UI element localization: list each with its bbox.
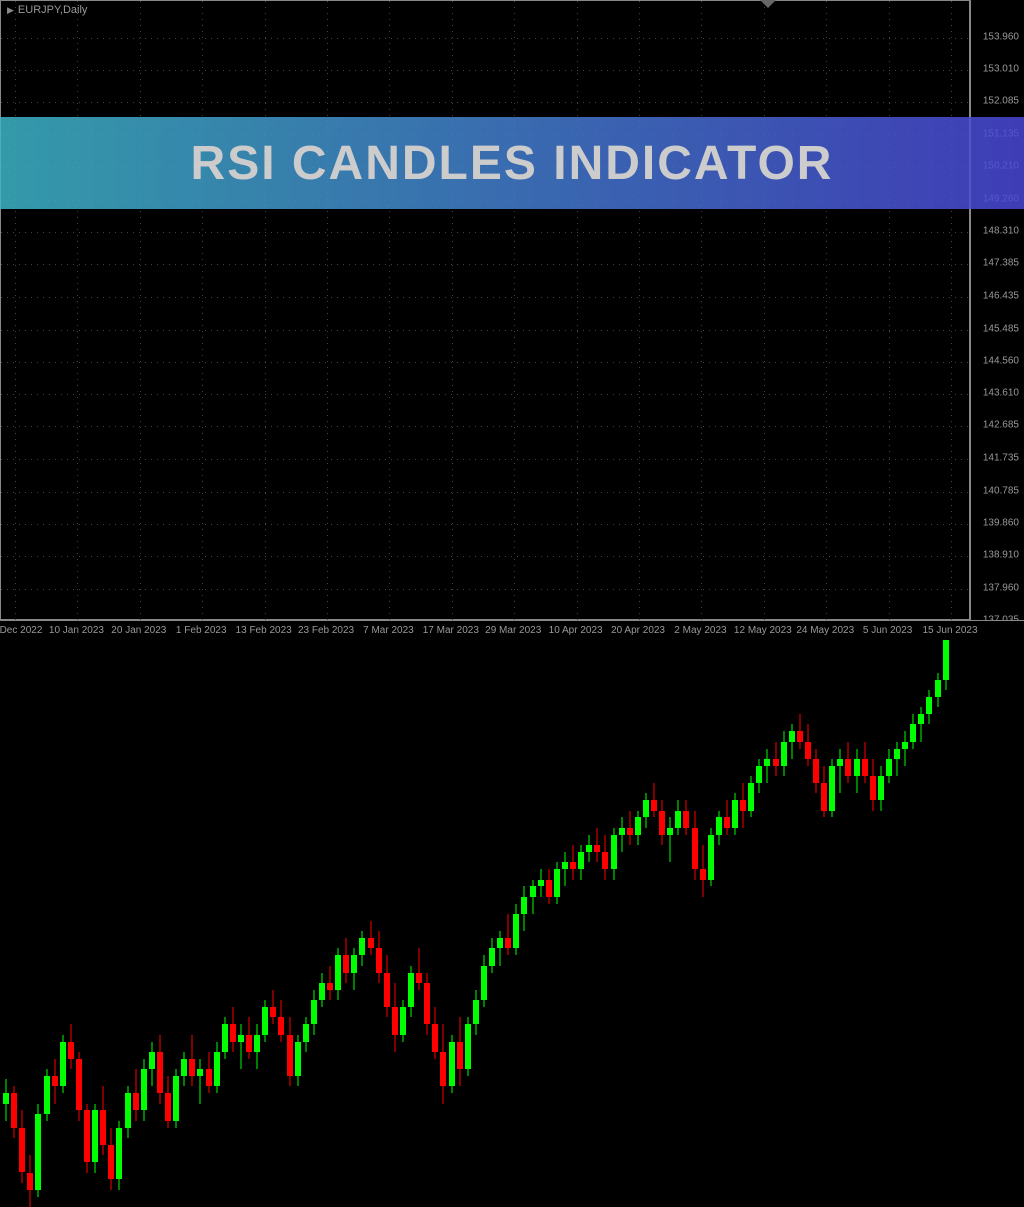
banner-text: RSI CANDLES INDICATOR bbox=[191, 136, 834, 191]
grid-line-v bbox=[951, 1, 952, 621]
x-axis-label: 15 Jun 2023 bbox=[923, 625, 978, 636]
title-banner: RSI CANDLES INDICATOR bbox=[0, 117, 1024, 209]
grid-line-v bbox=[701, 1, 702, 621]
x-axis-label: 1 Feb 2023 bbox=[176, 625, 227, 636]
grid-line-v bbox=[265, 1, 266, 621]
x-axis-label: 17 Mar 2023 bbox=[423, 625, 479, 636]
y-axis-label: 138.910 bbox=[983, 550, 1019, 561]
y-axis-label: 145.485 bbox=[983, 323, 1019, 334]
expand-arrow-icon: ▶ bbox=[7, 5, 14, 16]
chart-container: ▶ EURJPY,Daily bbox=[0, 0, 970, 620]
grid-line-v bbox=[639, 1, 640, 621]
scroll-marker-icon bbox=[760, 0, 776, 8]
y-axis-label: 143.610 bbox=[983, 388, 1019, 399]
grid-line-v bbox=[15, 1, 16, 621]
y-axis-label: 148.310 bbox=[983, 226, 1019, 237]
y-axis-label: 142.685 bbox=[983, 420, 1019, 431]
y-axis-label: 139.860 bbox=[983, 517, 1019, 528]
y-axis-label: 153.010 bbox=[983, 64, 1019, 75]
grid-line-v bbox=[577, 1, 578, 621]
y-axis-label: 152.085 bbox=[983, 96, 1019, 107]
x-axis-label: 29 Mar 2023 bbox=[485, 625, 541, 636]
x-axis-label: 29 Dec 2022 bbox=[0, 625, 42, 636]
y-axis: 153.960153.010152.085151.135150.210149.2… bbox=[970, 0, 1024, 620]
y-axis-label: 153.960 bbox=[983, 31, 1019, 42]
grid-line-v bbox=[389, 1, 390, 621]
symbol-label: ▶ EURJPY,Daily bbox=[7, 4, 87, 16]
grid-line-v bbox=[764, 1, 765, 621]
grid-line-v bbox=[77, 1, 78, 621]
x-axis-label: 7 Mar 2023 bbox=[363, 625, 414, 636]
grid-line-v bbox=[202, 1, 203, 621]
x-axis-label: 24 May 2023 bbox=[796, 625, 854, 636]
y-axis-label: 140.785 bbox=[983, 485, 1019, 496]
x-axis-label: 20 Apr 2023 bbox=[611, 625, 665, 636]
x-axis-label: 13 Feb 2023 bbox=[236, 625, 292, 636]
x-axis-label: 10 Apr 2023 bbox=[549, 625, 603, 636]
x-axis-label: 23 Feb 2023 bbox=[298, 625, 354, 636]
x-axis-label: 2 May 2023 bbox=[674, 625, 726, 636]
grid-line-v bbox=[452, 1, 453, 621]
y-axis-label: 137.960 bbox=[983, 583, 1019, 594]
y-axis-label: 146.435 bbox=[983, 290, 1019, 301]
grid-line-v bbox=[514, 1, 515, 621]
y-axis-label: 144.560 bbox=[983, 355, 1019, 366]
grid-line-v bbox=[889, 1, 890, 621]
x-axis-label: 5 Jun 2023 bbox=[863, 625, 913, 636]
grid-line-v bbox=[826, 1, 827, 621]
grid-line-v bbox=[140, 1, 141, 621]
grid-line-v bbox=[327, 1, 328, 621]
x-axis-label: 20 Jan 2023 bbox=[111, 625, 166, 636]
y-axis-label: 141.735 bbox=[983, 452, 1019, 463]
x-axis-label: 10 Jan 2023 bbox=[49, 625, 104, 636]
x-axis: 29 Dec 2022 10 Jan 2023 20 Jan 2023 1 Feb 2… bbox=[0, 620, 1024, 640]
x-axis-label: 12 May 2023 bbox=[734, 625, 792, 636]
y-axis-label: 147.385 bbox=[983, 258, 1019, 269]
